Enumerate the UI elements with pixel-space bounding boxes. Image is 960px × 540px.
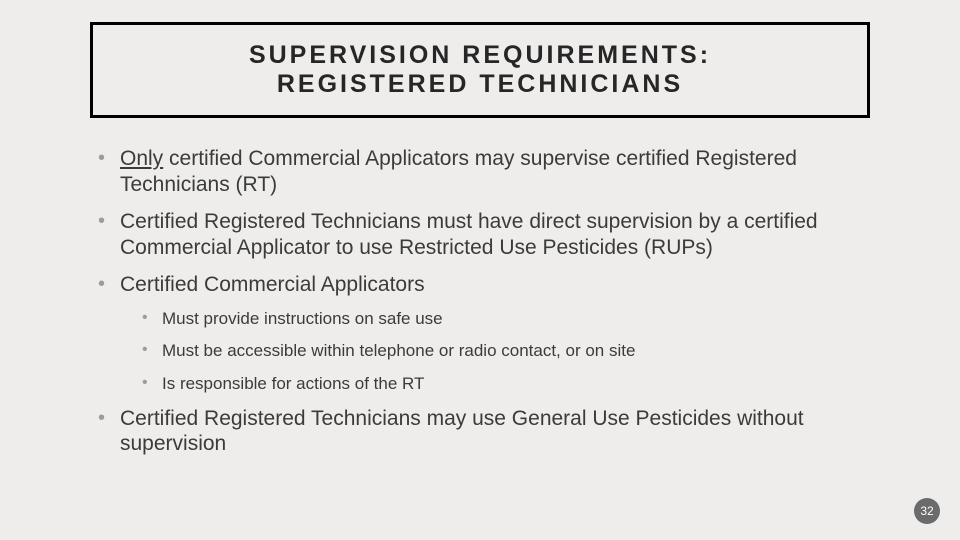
- page-number: 32: [920, 504, 933, 518]
- sub-bullet-list: Must provide instructions on safe use Mu…: [120, 308, 880, 394]
- bullet-1-rest: certified Commercial Applicators may sup…: [120, 147, 797, 196]
- title-box: SUPERVISION REQUIREMENTS: REGISTERED TEC…: [90, 22, 870, 118]
- bullet-2: Certified Registered Technicians must ha…: [98, 209, 880, 260]
- page-number-badge: 32: [914, 498, 940, 524]
- slide: SUPERVISION REQUIREMENTS: REGISTERED TEC…: [0, 0, 960, 540]
- sub-bullet-3: Is responsible for actions of the RT: [142, 373, 880, 394]
- bullet-4: Certified Registered Technicians may use…: [98, 406, 880, 457]
- title-line-2: REGISTERED TECHNICIANS: [113, 70, 847, 99]
- sub-bullet-1: Must provide instructions on safe use: [142, 308, 880, 329]
- bullet-list: Only certified Commercial Applicators ma…: [80, 146, 880, 457]
- title-line-1: SUPERVISION REQUIREMENTS:: [113, 41, 847, 70]
- bullet-1-underlined: Only: [120, 147, 163, 170]
- bullet-3: Certified Commercial Applicators Must pr…: [98, 272, 880, 393]
- bullet-1: Only certified Commercial Applicators ma…: [98, 146, 880, 197]
- sub-bullet-2: Must be accessible within telephone or r…: [142, 340, 880, 361]
- bullet-3-text: Certified Commercial Applicators: [120, 273, 425, 296]
